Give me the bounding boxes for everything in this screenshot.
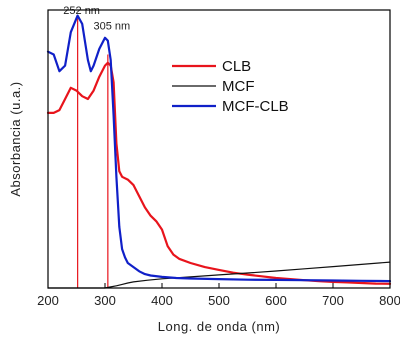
series-layer xyxy=(46,14,392,289)
x-tick-label-400: 400 xyxy=(151,293,173,308)
legend-label-clb: CLB xyxy=(222,58,251,75)
x-tick-label-200: 200 xyxy=(37,293,59,308)
annotation-label-305: 305 nm xyxy=(93,20,130,32)
tick-layer: 200 300 400 500 600 700 800 xyxy=(37,283,400,308)
legend-label-mcf-clb: MCF-CLB xyxy=(222,98,289,115)
x-tick-label-700: 700 xyxy=(322,293,344,308)
legend: CLB MCF MCF-CLB xyxy=(172,58,289,115)
x-tick-label-600: 600 xyxy=(265,293,287,308)
x-tick-label-500: 500 xyxy=(208,293,230,308)
x-axis-label: Long. de onda (nm) xyxy=(158,319,280,334)
annotation-layer: 252 nm 305 nm xyxy=(63,5,130,288)
y-axis-label: Absorbancia (u.a.) xyxy=(8,81,23,196)
x-tick-label-300: 300 xyxy=(94,293,116,308)
legend-label-mcf: MCF xyxy=(222,78,255,95)
series-line-clb xyxy=(46,61,392,285)
series-line-mcf-clb xyxy=(46,14,392,283)
series-line-mcf xyxy=(47,261,391,289)
x-tick-label-800: 800 xyxy=(379,293,400,308)
annotation-label-252: 252 nm xyxy=(63,5,100,17)
